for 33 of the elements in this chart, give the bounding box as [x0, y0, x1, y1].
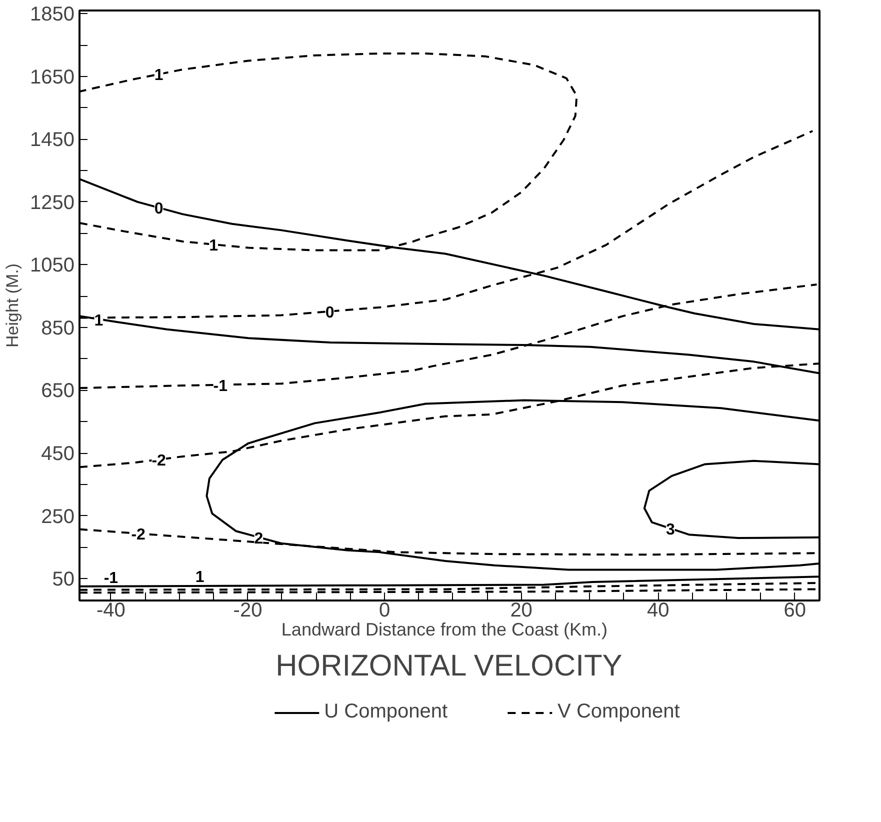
- x-tick-label: 60: [784, 600, 806, 622]
- annotation: 1: [154, 67, 164, 84]
- y-tick-label: 1850: [30, 4, 75, 26]
- annotation: -1: [213, 378, 228, 395]
- x-tick-label: 20: [510, 600, 532, 622]
- y-tick-label: 1450: [30, 129, 75, 152]
- y-axis-title: Height (M.): [3, 263, 22, 348]
- y-tick-label: 650: [41, 380, 75, 402]
- legend-label: U Component: [324, 700, 448, 724]
- annotation: -2: [131, 526, 146, 544]
- x-axis-title: Landward Distance from the Coast (Km.): [281, 620, 608, 640]
- annotation: 2: [254, 530, 264, 548]
- y-tick-label: 250: [41, 506, 75, 528]
- annotation: 0: [154, 200, 164, 218]
- annotation: 3: [666, 521, 675, 538]
- annotation: 0: [325, 304, 334, 322]
- annotation: 1: [195, 569, 204, 586]
- legend-label: V Component: [558, 700, 680, 724]
- annotation: -2: [152, 452, 166, 470]
- x-tick-label: -40: [96, 600, 126, 622]
- y-tick-label: 1250: [30, 192, 75, 214]
- x-tick-label: -20: [233, 600, 262, 622]
- x-tick-label: 40: [646, 600, 670, 622]
- y-tick-label: 450: [41, 443, 75, 465]
- y-tick-label: 850: [41, 317, 75, 340]
- text: HORIZONTAL VELOCITY: [276, 650, 622, 682]
- y-tick-label: 1050: [30, 254, 75, 277]
- annotation: -1: [104, 570, 118, 587]
- annotation: 1: [209, 237, 218, 254]
- y-tick-label: 1650: [30, 66, 75, 88]
- annotation: 1: [94, 312, 104, 330]
- y-tick-label: 50: [52, 568, 75, 591]
- x-tick-label: 0: [378, 600, 390, 622]
